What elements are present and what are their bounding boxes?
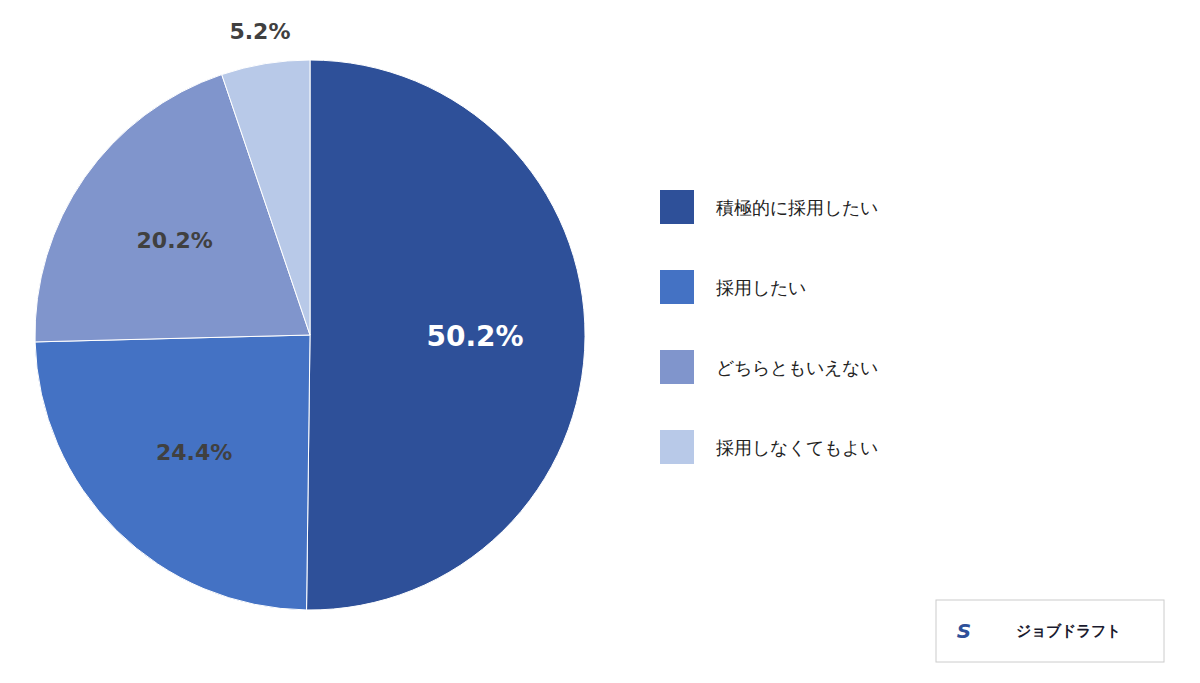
legend-swatch xyxy=(660,270,694,304)
logo-box xyxy=(936,600,1164,662)
legend-label: どちらともいえない xyxy=(716,357,878,378)
data-label: 20.2% xyxy=(137,228,213,253)
legend-label: 採用したい xyxy=(716,277,806,298)
pie-slice xyxy=(35,335,310,610)
pie xyxy=(35,60,585,610)
legend-label: 採用しなくてもよい xyxy=(716,437,878,458)
data-label: 24.4% xyxy=(156,440,232,465)
legend-swatch xyxy=(660,430,694,464)
pie-slice xyxy=(307,60,585,610)
data-label: 5.2% xyxy=(229,19,290,44)
pie-slice xyxy=(222,60,310,335)
legend-swatch xyxy=(660,190,694,224)
legend-label: 積極的に採用したい xyxy=(716,197,878,218)
data-labels: 50.2% 24.4% 20.2% 5.2% xyxy=(137,19,524,465)
legend-swatch xyxy=(660,350,694,384)
chart: 50.2% 24.4% 20.2% 5.2% 積極的に採用したい採用したいどちらともいえ… xyxy=(0,0,1200,683)
annotation: S xyxy=(957,619,971,643)
annotation: ジョブドラフト xyxy=(1016,622,1121,640)
logo: S ジョブドラフト xyxy=(936,600,1164,662)
data-label: 50.2% xyxy=(426,320,523,353)
legend: 積極的に採用したい採用したいどちらともいえない採用しなくてもよい xyxy=(660,190,878,464)
